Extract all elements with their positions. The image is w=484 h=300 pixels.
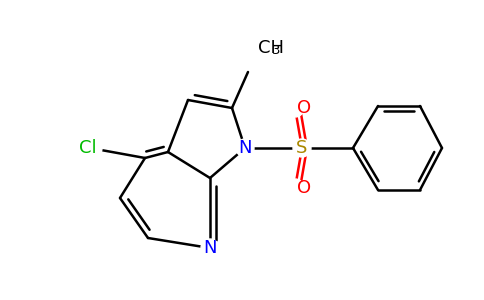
Text: N: N	[238, 139, 252, 157]
Text: CH: CH	[258, 39, 284, 57]
Circle shape	[286, 99, 304, 117]
Text: O: O	[297, 99, 311, 117]
Circle shape	[236, 139, 254, 157]
Text: S: S	[296, 139, 308, 157]
Circle shape	[286, 179, 304, 197]
Circle shape	[201, 239, 219, 257]
Text: 3: 3	[272, 44, 280, 58]
Circle shape	[78, 136, 102, 160]
Text: Cl: Cl	[79, 139, 97, 157]
Circle shape	[293, 139, 311, 157]
Text: N: N	[203, 239, 217, 257]
Text: O: O	[297, 179, 311, 197]
